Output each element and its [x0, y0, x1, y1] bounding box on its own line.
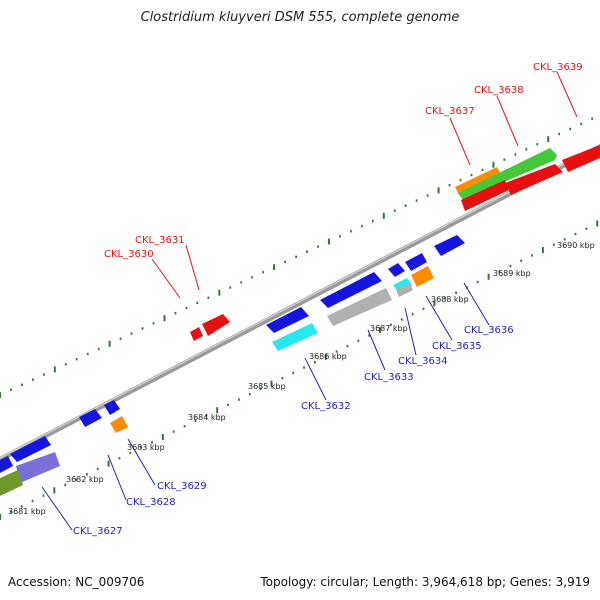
- gene-blue-feature-4[interactable]: [405, 253, 427, 271]
- map-title: Clostridium kluyveri DSM 555, complete g…: [140, 10, 460, 25]
- gene-label[interactable]: CKL_3634: [398, 356, 448, 367]
- gene-labels-bottom: CKL_3627 CKL_3628 CKL_3629 CKL_3632 CKL_…: [73, 325, 514, 537]
- kbp-labels: 3681 kbp 3682 kbp 3683 kbp 3684 kbp 3685…: [8, 241, 595, 516]
- gene-CKL_3629-feature[interactable]: [110, 416, 128, 433]
- gene-label[interactable]: CKL_3633: [364, 372, 414, 383]
- kbp-label: 3684 kbp: [188, 413, 226, 422]
- genome-backbone: [0, 143, 600, 463]
- gene-label[interactable]: CKL_3639: [533, 62, 583, 73]
- kbp-label: 3681 kbp: [8, 507, 46, 516]
- bottom-tick-row: [0, 220, 599, 520]
- gene-label[interactable]: CKL_3632: [301, 401, 351, 412]
- gene-cyan-feature[interactable]: [393, 278, 412, 292]
- gene-CKL_3632-feature[interactable]: [272, 323, 318, 351]
- gene-label[interactable]: CKL_3630: [104, 249, 154, 260]
- kbp-label: 3683 kbp: [127, 443, 165, 452]
- accession-text: Accession: NC_009706: [8, 575, 145, 589]
- gene-label[interactable]: CKL_3627: [73, 526, 123, 537]
- gene-label[interactable]: CKL_3636: [464, 325, 514, 336]
- gene-CKL_3634-feature[interactable]: [396, 283, 413, 297]
- kbp-label: 3682 kbp: [66, 475, 104, 484]
- gene-label[interactable]: CKL_3629: [157, 481, 207, 492]
- top-leader-lines: [151, 71, 578, 299]
- top-tick-row: [0, 117, 594, 398]
- gene-CKL_3635-feature[interactable]: [411, 266, 434, 287]
- gene-label[interactable]: CKL_3631: [135, 235, 185, 246]
- bottom-leader-lines: [41, 282, 490, 531]
- kbp-label: 3685 kbp: [248, 382, 286, 391]
- gene-CKL_3636-feature[interactable]: [434, 235, 465, 256]
- gene-features: [0, 145, 600, 496]
- gene-CKL_3630-feature[interactable]: [190, 327, 203, 341]
- gene-blue-feature-1[interactable]: [266, 307, 309, 333]
- gene-red-feature-1[interactable]: [461, 180, 509, 211]
- kbp-label: 3688 kbp: [431, 295, 469, 304]
- gene-blue-feature-5[interactable]: [104, 400, 120, 415]
- gene-CKL_3628-feature[interactable]: [79, 409, 102, 427]
- gene-label[interactable]: CKL_3635: [432, 341, 482, 352]
- gene-blue-feature-2[interactable]: [320, 272, 382, 308]
- kbp-label: 3686 kbp: [309, 352, 347, 361]
- gene-purple-feature[interactable]: [16, 452, 60, 483]
- topology-text: Topology: circular; Length: 3,964,618 bp…: [260, 575, 590, 589]
- kbp-label: 3689 kbp: [493, 269, 531, 278]
- gene-red-feature-2[interactable]: [505, 164, 563, 195]
- gene-CKL_3633-feature[interactable]: [327, 288, 392, 326]
- gene-CKL_3639-feature[interactable]: [562, 145, 600, 172]
- gene-blue-feature-6[interactable]: [10, 436, 51, 462]
- gene-label[interactable]: CKL_3637: [425, 106, 475, 117]
- kbp-label: 3687 kbp: [370, 324, 408, 333]
- gene-labels-top: CKL_3630 CKL_3631 CKL_3637 CKL_3638 CKL_…: [104, 62, 583, 260]
- gene-label[interactable]: CKL_3638: [474, 85, 524, 96]
- gene-blue-feature-7[interactable]: [0, 456, 13, 473]
- gene-label[interactable]: CKL_3628: [126, 497, 176, 508]
- gene-blue-feature-3[interactable]: [388, 263, 405, 277]
- genome-backbone-highlight: [0, 144, 600, 459]
- kbp-label: 3690 kbp: [557, 241, 595, 250]
- gene-CKL_3631-feature[interactable]: [202, 314, 230, 336]
- gene-CKL_3638-feature[interactable]: [458, 148, 557, 200]
- gene-CKL_3627-feature[interactable]: [0, 470, 23, 496]
- gene-CKL_3637-feature[interactable]: [455, 167, 501, 195]
